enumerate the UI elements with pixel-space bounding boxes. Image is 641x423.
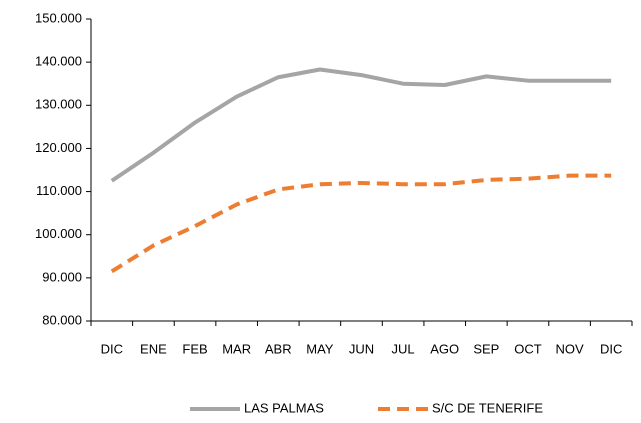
x-tick-label: DIC	[101, 341, 123, 356]
legend-label: LAS PALMAS	[244, 400, 324, 415]
legend-label: S/C DE TENERIFE	[432, 400, 543, 415]
x-tick-label: JUL	[392, 341, 415, 356]
y-tick-label: 120.000	[35, 140, 82, 155]
y-tick-label: 130.000	[35, 97, 82, 112]
x-tick-label: ABR	[265, 341, 292, 356]
y-tick-label: 100.000	[35, 226, 82, 241]
x-tick-label: AGO	[430, 341, 459, 356]
x-tick-label: OCT	[514, 341, 542, 356]
x-tick-label: FEB	[182, 341, 207, 356]
series-line	[110, 173, 612, 274]
y-tick-label: 110.000	[36, 183, 82, 198]
x-tick-label: ENE	[140, 341, 167, 356]
y-tick-label: 90.000	[42, 269, 82, 284]
x-tick-label: JUN	[349, 341, 374, 356]
x-tick-label: MAY	[306, 341, 334, 356]
y-tick-label: 150.000	[35, 10, 82, 25]
x-tick-label: DIC	[600, 341, 622, 356]
x-tick-label: MAR	[222, 341, 251, 356]
y-tick-label: 80.000	[42, 312, 82, 327]
x-tick-label: NOV	[555, 341, 584, 356]
series-line	[110, 67, 612, 183]
y-tick-label: 140.000	[35, 54, 82, 69]
x-tick-label: SEP	[473, 341, 499, 356]
